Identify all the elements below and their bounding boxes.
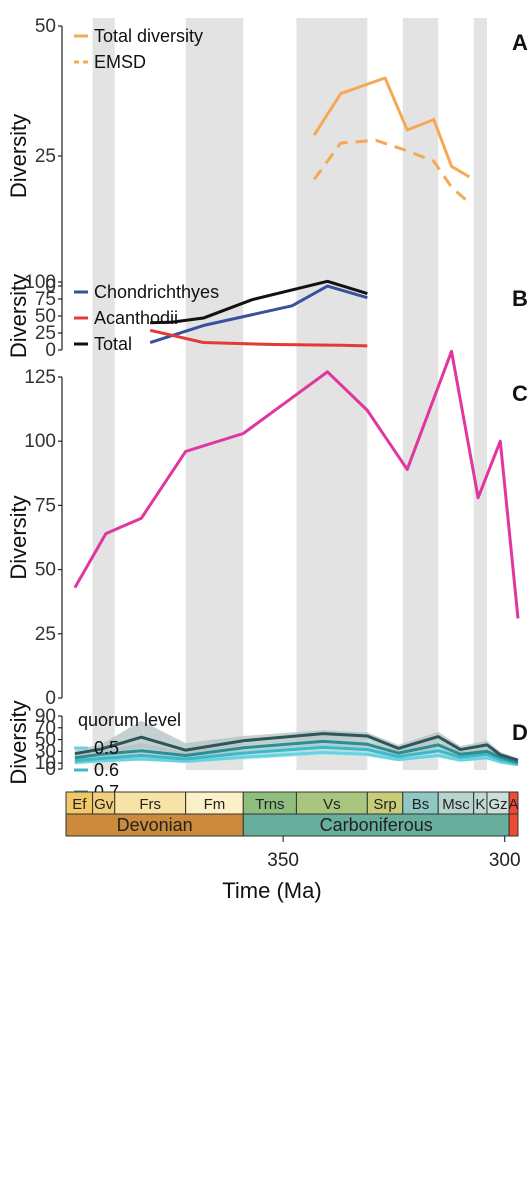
shaded-interval-0	[92, 18, 115, 770]
stage-label: Gz	[488, 796, 507, 813]
series-line-0.5	[74, 751, 519, 767]
stage-label: Srp	[373, 796, 396, 813]
stage-label: Msc	[442, 796, 470, 813]
legend-label: Acanthodii	[94, 308, 178, 328]
y-tick-label: 100	[24, 431, 56, 452]
shaded-interval-2	[296, 18, 368, 770]
stage-label: Fm	[204, 796, 226, 813]
y-tick-label: 90	[35, 706, 56, 727]
y-tick-label: 50	[35, 730, 56, 751]
panel-label: C	[512, 381, 528, 406]
stage-label: Ef	[72, 796, 87, 813]
panel-label: B	[512, 286, 528, 311]
x-tick-label: 300	[489, 850, 521, 871]
y-tick-label: 30	[35, 741, 56, 762]
legend-label: Total	[94, 334, 132, 354]
panel-A: 0 25 50 Diversity A Total diversity EMSD	[6, 16, 528, 297]
shaded-interval-4	[473, 18, 487, 770]
x-tick-label: 350	[267, 850, 299, 871]
y-tick-label: 125	[24, 367, 56, 388]
x-axis-title: Time (Ma)	[222, 878, 321, 903]
legend-label: 0.5	[94, 738, 119, 758]
y-tick-label: 75	[35, 495, 56, 516]
y-tick-label: 25	[35, 146, 56, 167]
y-tick-label: 0	[45, 688, 56, 709]
series-line-0.8	[74, 732, 519, 762]
series-line-diversity	[73, 349, 520, 619]
stage-label: Frs	[139, 796, 161, 813]
y-tick-label: 25	[35, 624, 56, 645]
y-tick-label: 0	[45, 759, 56, 780]
geologic-timescale: Ef Gv Frs Fm Trns Vs Srp Bs Msc K Gz A Devonian Carbo…	[65, 791, 519, 837]
period-label: Carboniferous	[320, 815, 433, 835]
stage-label: K	[475, 796, 485, 813]
period-label: Devonian	[117, 815, 193, 835]
y-tick-label: 50	[35, 560, 56, 581]
y-axis-label: Diversity	[6, 495, 31, 579]
confidence-band-0.8	[74, 720, 519, 763]
period-2	[508, 813, 519, 837]
y-tick-label: 25	[35, 323, 56, 344]
legend-label: 0.6	[94, 760, 119, 780]
y-tick-label: 75	[35, 289, 56, 310]
y-axis-label: Diversity	[6, 114, 31, 198]
y-tick-label: 0	[45, 340, 56, 361]
stage-label: A	[509, 796, 519, 813]
time-shading-layer	[92, 18, 487, 770]
panel-C: 0 25 50 75 100 125 Diversity C	[6, 349, 528, 709]
y-tick-label: 50	[35, 306, 56, 327]
y-axis-label: Diversity	[6, 274, 31, 358]
stage-label: Trns	[255, 796, 284, 813]
panel-label: A	[512, 30, 528, 55]
y-axis-label: Diversity	[6, 700, 31, 784]
y-tick-label: 0	[45, 276, 56, 297]
stage-label: Vs	[323, 796, 341, 813]
y-tick-label: 100	[24, 272, 56, 293]
y-tick-label: 10	[35, 753, 56, 774]
legend-label: Chondrichthyes	[94, 282, 219, 302]
legend-label: EMSD	[94, 52, 146, 72]
legend-title: quorum level	[78, 710, 181, 730]
y-tick-label: 70	[35, 718, 56, 739]
y-tick-label: 50	[35, 16, 56, 37]
shaded-interval-3	[402, 18, 439, 770]
series-line-total	[150, 279, 368, 325]
series-line-0.6	[74, 745, 519, 766]
stage-label: Bs	[412, 796, 430, 813]
legend-label: Total diversity	[94, 26, 203, 46]
time-axis: 350 300 Time (Ma)	[222, 836, 521, 903]
stage-label: Gv	[94, 796, 114, 813]
series-line-0.7	[74, 739, 519, 764]
panel-label: D	[512, 720, 528, 745]
shaded-interval-1	[185, 18, 244, 770]
